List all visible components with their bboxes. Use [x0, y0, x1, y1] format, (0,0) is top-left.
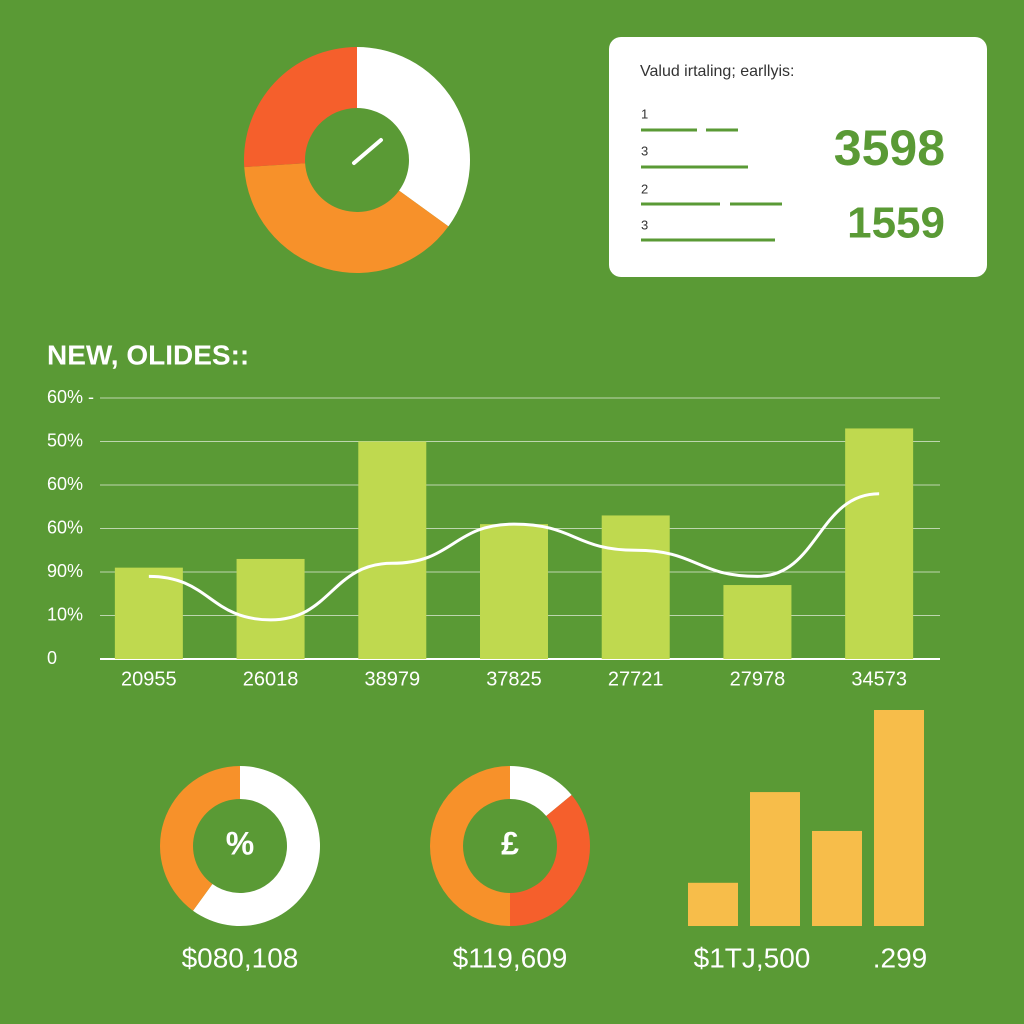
- chart-title: NEW, OLIDES::: [47, 339, 249, 370]
- x-tick-label: 38979: [364, 668, 420, 690]
- bar: [114, 567, 183, 659]
- bar-chart-label: $1TJ,500: [694, 942, 811, 973]
- needle: [352, 138, 383, 165]
- y-tick-label: 90%: [47, 561, 83, 581]
- x-tick-label: 26018: [243, 668, 299, 690]
- donut-segment: [357, 47, 470, 227]
- panel-value: 3598: [834, 120, 945, 176]
- donut-segment: [510, 766, 572, 817]
- x-tick-label: 34573: [851, 668, 907, 690]
- donut-segment: [244, 47, 357, 168]
- panel-lines: [641, 128, 782, 242]
- x-tick-label: 27721: [608, 668, 664, 690]
- bar: [812, 830, 862, 926]
- panel-row-label: 1: [641, 106, 648, 121]
- donut-center-label: %: [226, 825, 254, 861]
- donut-segment: [192, 766, 320, 926]
- bar: [236, 558, 305, 659]
- line: [148, 492, 880, 622]
- donut-segment: [429, 766, 510, 926]
- bar: [750, 792, 800, 926]
- y-tick-label: 60% -: [47, 387, 94, 407]
- panel-row-label: 3: [641, 217, 648, 232]
- y-tick-label: 0: [47, 648, 57, 668]
- donut-segment: [244, 163, 449, 273]
- donut-segment: [510, 795, 590, 926]
- panel-row-label: 2: [641, 181, 648, 196]
- panel-title: Valud irtaling; earllyis:: [640, 63, 794, 80]
- panel: [609, 37, 987, 277]
- bar: [358, 441, 427, 659]
- y-tick-label: 60%: [47, 517, 83, 537]
- donut-label: $119,609: [453, 942, 568, 973]
- bar: [874, 710, 924, 926]
- y-tick-label: 60%: [47, 474, 83, 494]
- panel-value: 1559: [847, 199, 945, 248]
- bar: [688, 882, 738, 926]
- y-tick-label: 50%: [47, 430, 83, 450]
- x-tick-label: 20955: [121, 668, 177, 690]
- bar: [723, 585, 792, 659]
- bar: [845, 428, 914, 659]
- bar-chart-label: .299: [873, 942, 928, 973]
- y-tick-label: 10%: [47, 604, 83, 624]
- donut-label: $080,108: [182, 942, 299, 973]
- bar: [601, 515, 670, 659]
- bar: [480, 524, 548, 659]
- donut-center-label: £: [501, 825, 519, 861]
- panel-row-label: 3: [641, 143, 648, 158]
- x-tick-label: 37825: [486, 668, 542, 690]
- donut-segment: [159, 766, 240, 911]
- x-tick-label: 27978: [730, 668, 786, 690]
